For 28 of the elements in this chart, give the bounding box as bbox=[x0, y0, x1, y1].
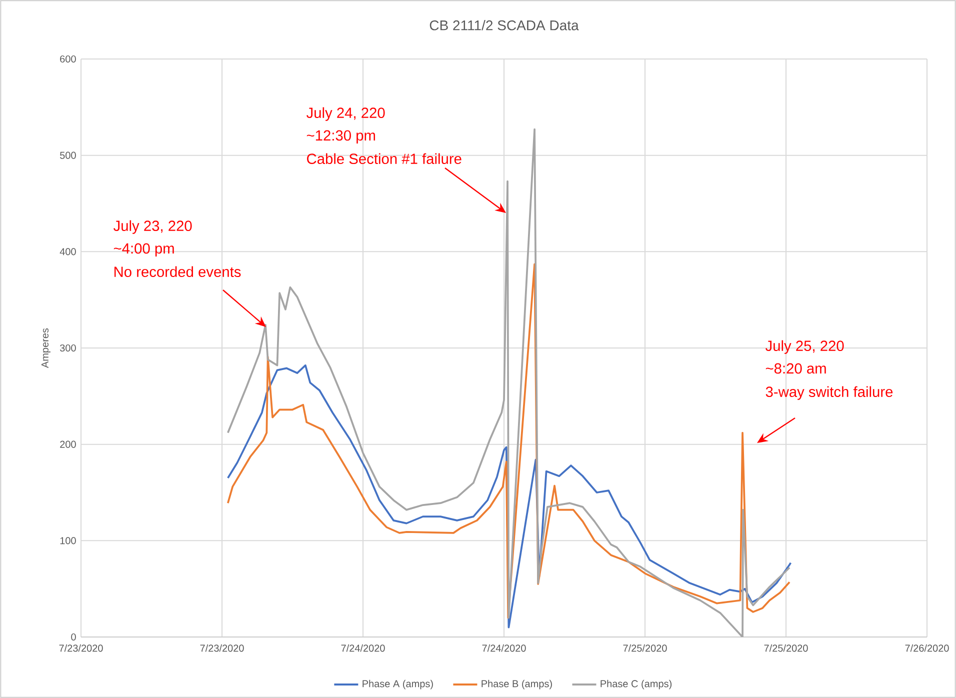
x-tick-label: 7/25/2020 bbox=[623, 644, 667, 652]
y-tick-label: 100 bbox=[60, 537, 76, 544]
annotation: ~4:00 pm bbox=[114, 243, 174, 257]
x-tick-label: 7/24/2020 bbox=[482, 644, 526, 652]
x-tick-label: 7/25/2020 bbox=[764, 644, 808, 652]
y-tick-label: 200 bbox=[60, 440, 76, 448]
legend-label: Phase C (amps) bbox=[600, 680, 672, 690]
y-tick-label: 500 bbox=[60, 152, 76, 159]
annotation: July 23, 220 bbox=[114, 220, 192, 234]
y-tick-label: 600 bbox=[60, 55, 76, 63]
annotation: No recorded events bbox=[114, 266, 241, 278]
legend-label: Phase B (amps) bbox=[482, 680, 552, 690]
chart-title: CB 2111/2 SCADA Data bbox=[430, 20, 579, 30]
y-tick-label: 300 bbox=[60, 344, 76, 352]
x-tick-label: 7/26/2020 bbox=[905, 644, 949, 652]
x-tick-label: 7/24/2020 bbox=[341, 644, 385, 652]
y-tick-label: 400 bbox=[60, 248, 76, 256]
legend-label: Phase A (amps) bbox=[362, 680, 433, 690]
annotation: ~12:30 pm bbox=[306, 130, 375, 144]
annotation: July 25, 220 bbox=[766, 340, 844, 354]
annotation: July 24, 220 bbox=[306, 107, 385, 121]
x-tick-label: 7/23/2020 bbox=[200, 644, 244, 652]
y-axis-title: Amperes bbox=[42, 328, 50, 368]
x-tick-label: 7/23/2020 bbox=[59, 644, 103, 652]
annotation: Cable Section #1 failure bbox=[307, 153, 462, 164]
annotation: ~8:20 am bbox=[766, 363, 826, 374]
y-tick-label: 0 bbox=[71, 633, 76, 641]
annotation: 3-way switch failure bbox=[766, 386, 893, 400]
